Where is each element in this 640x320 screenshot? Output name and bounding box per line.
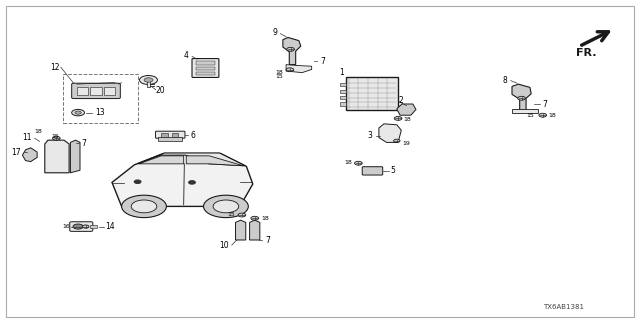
Text: 18: 18	[34, 129, 42, 134]
Circle shape	[144, 78, 153, 82]
Bar	[340, 102, 346, 106]
Text: 9: 9	[272, 28, 277, 37]
Text: 14: 14	[105, 222, 115, 231]
Polygon shape	[286, 65, 312, 73]
Polygon shape	[22, 148, 37, 162]
FancyBboxPatch shape	[156, 131, 185, 138]
Text: 4: 4	[184, 51, 189, 60]
FancyBboxPatch shape	[362, 167, 383, 175]
Polygon shape	[138, 153, 245, 166]
Polygon shape	[379, 124, 401, 142]
Circle shape	[213, 200, 239, 213]
Circle shape	[539, 113, 547, 117]
Bar	[512, 109, 538, 113]
Bar	[77, 87, 88, 95]
Text: 5: 5	[390, 166, 396, 175]
Text: 3: 3	[367, 131, 372, 140]
Text: 10: 10	[220, 241, 229, 250]
Polygon shape	[112, 154, 253, 206]
Circle shape	[238, 213, 246, 217]
FancyBboxPatch shape	[70, 222, 93, 231]
Polygon shape	[283, 37, 301, 65]
Text: 2: 2	[399, 96, 403, 105]
Bar	[196, 61, 215, 65]
Text: 18: 18	[548, 113, 556, 118]
Circle shape	[140, 76, 157, 84]
Text: 18: 18	[403, 116, 411, 122]
Bar	[158, 137, 182, 141]
Bar	[346, 77, 398, 110]
Bar	[196, 72, 215, 75]
Text: 15: 15	[276, 74, 284, 79]
Bar	[172, 133, 178, 137]
Circle shape	[251, 216, 259, 220]
Text: 15: 15	[527, 113, 534, 118]
Text: 15: 15	[228, 212, 236, 217]
Text: 18: 18	[276, 70, 284, 75]
Circle shape	[189, 181, 195, 184]
Bar	[340, 83, 346, 86]
Text: 8: 8	[503, 76, 508, 84]
Polygon shape	[45, 140, 69, 173]
Bar	[196, 67, 215, 70]
Circle shape	[75, 111, 81, 114]
Circle shape	[394, 116, 402, 120]
Text: 18: 18	[261, 216, 269, 221]
Circle shape	[134, 180, 141, 183]
Polygon shape	[236, 220, 246, 240]
Polygon shape	[186, 156, 243, 166]
Text: 17: 17	[12, 148, 21, 157]
Text: 20: 20	[156, 86, 165, 95]
Bar	[90, 225, 97, 228]
Circle shape	[83, 225, 89, 228]
Circle shape	[394, 139, 400, 142]
Bar	[63, 74, 138, 123]
Text: 7: 7	[543, 100, 548, 108]
Text: 13: 13	[95, 108, 104, 117]
Text: 11: 11	[22, 133, 32, 142]
Text: 15: 15	[51, 134, 59, 140]
Circle shape	[72, 109, 84, 116]
Circle shape	[204, 195, 248, 218]
Circle shape	[122, 195, 166, 218]
Polygon shape	[70, 140, 80, 173]
Bar	[340, 90, 346, 93]
Text: FR.: FR.	[576, 48, 596, 58]
FancyBboxPatch shape	[192, 59, 219, 77]
Polygon shape	[250, 220, 260, 240]
Text: 19: 19	[402, 141, 410, 146]
Text: 16: 16	[62, 224, 70, 229]
Polygon shape	[397, 104, 416, 115]
Bar	[90, 87, 102, 95]
Circle shape	[73, 224, 83, 229]
Circle shape	[355, 161, 362, 165]
Bar	[340, 96, 346, 99]
Circle shape	[287, 47, 294, 51]
Text: 7: 7	[266, 236, 271, 245]
Circle shape	[286, 68, 294, 72]
Polygon shape	[139, 156, 184, 164]
Circle shape	[131, 200, 157, 213]
Text: 7: 7	[320, 57, 325, 66]
Text: TX6AB1381: TX6AB1381	[543, 304, 584, 310]
Text: 1: 1	[339, 68, 344, 77]
Text: 18: 18	[344, 160, 352, 165]
Text: 7: 7	[81, 139, 86, 148]
Circle shape	[52, 136, 60, 140]
Text: 12: 12	[50, 63, 60, 72]
Polygon shape	[512, 84, 531, 110]
Bar	[161, 133, 168, 137]
Bar	[147, 80, 150, 87]
Circle shape	[518, 96, 525, 100]
Text: 6: 6	[190, 131, 195, 140]
FancyBboxPatch shape	[72, 83, 120, 99]
Bar	[104, 87, 115, 95]
